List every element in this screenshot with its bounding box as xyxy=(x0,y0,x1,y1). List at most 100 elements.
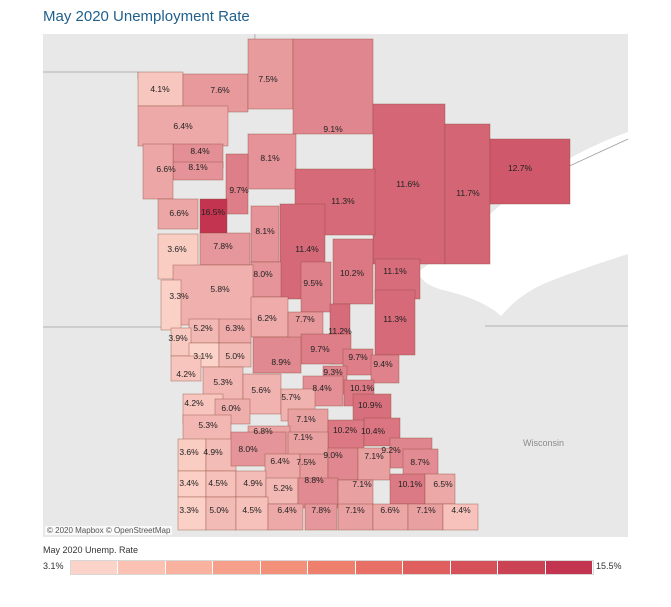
legend-step xyxy=(355,561,404,574)
county-rate-label: 6.6% xyxy=(156,164,176,174)
county-shape[interactable] xyxy=(137,105,229,147)
county-rate-label: 6.5% xyxy=(433,479,453,489)
county-rate-label: 6.0% xyxy=(221,403,241,413)
county-label-layer: 4.1% 7.6% 7.5% 6.4% 9.1% 8.4% 8.1% 6.6% 8.1% 9.7%… xyxy=(150,74,532,515)
county-shape[interactable] xyxy=(407,503,444,531)
county-rate-label: 11.2% xyxy=(328,326,352,336)
county-shape[interactable] xyxy=(182,414,232,442)
county-rate-label: 11.6% xyxy=(396,179,420,189)
county-rate-label: 6.6% xyxy=(380,505,400,515)
county-shape[interactable] xyxy=(170,355,202,382)
county-rate-label: 10.2% xyxy=(333,425,358,435)
county-rate-label: 5.3% xyxy=(198,420,218,430)
county-shape[interactable] xyxy=(250,205,280,263)
legend-step xyxy=(213,561,261,574)
county-rate-label: 4.4% xyxy=(451,505,471,515)
county-shape[interactable] xyxy=(250,296,289,338)
county-rate-label: 3.3% xyxy=(179,505,199,515)
county-shape[interactable] xyxy=(142,143,174,200)
county-rate-label: 7.7% xyxy=(295,314,315,324)
county-rate-label: 3.6% xyxy=(179,447,199,457)
county-shape[interactable] xyxy=(370,354,400,384)
county-shape[interactable] xyxy=(327,419,365,451)
county-shape[interactable] xyxy=(304,503,338,531)
county-rate-label: 10.2% xyxy=(340,268,365,278)
county-shape[interactable] xyxy=(372,103,446,265)
county-shape[interactable] xyxy=(444,123,491,265)
legend-step xyxy=(308,561,356,574)
county-shape[interactable] xyxy=(442,503,479,531)
county-rate-label: 5.7% xyxy=(281,392,301,402)
county-rate-label: 12.7% xyxy=(508,163,533,173)
county-shape[interactable] xyxy=(424,473,456,505)
county-shape[interactable] xyxy=(374,289,416,356)
county-rate-label: 8.1% xyxy=(255,226,275,236)
county-rate-label: 9.1% xyxy=(323,124,343,134)
county-rate-label: 4.5% xyxy=(208,478,228,488)
legend-step xyxy=(498,561,546,574)
county-shape[interactable] xyxy=(342,348,374,376)
county-shape[interactable] xyxy=(267,503,304,531)
county-shape[interactable] xyxy=(357,447,391,481)
county-shape[interactable] xyxy=(177,496,207,531)
county-rate-label: 6.4% xyxy=(277,505,297,515)
county-shape[interactable] xyxy=(489,138,571,205)
county-rate-label: 7.8% xyxy=(311,505,331,515)
county-rate-label: 9.2% xyxy=(381,445,401,455)
county-rate-label: 7.1% xyxy=(296,414,316,424)
county-rate-label: 7.1% xyxy=(345,505,365,515)
county-rate-label: 5.0% xyxy=(209,505,229,515)
legend-color-bar[interactable] xyxy=(70,560,594,575)
county-shape[interactable] xyxy=(235,470,267,498)
county-rate-label: 9.3% xyxy=(323,367,343,377)
county-rate-label: 4.2% xyxy=(184,398,204,408)
county-shape[interactable] xyxy=(252,336,302,374)
county-rate-label: 7.5% xyxy=(258,74,278,84)
county-rate-label: 7.1% xyxy=(352,479,372,489)
county-rate-label: 10.4% xyxy=(361,426,386,436)
county-rate-label: 8.1% xyxy=(260,153,280,163)
county-shape[interactable] xyxy=(160,279,182,331)
county-shape[interactable] xyxy=(332,238,374,305)
county-shape[interactable] xyxy=(225,153,249,215)
map-view[interactable]: 4.1% 7.6% 7.5% 6.4% 9.1% 8.4% 8.1% 6.6% 8.1% 9.7%… xyxy=(43,34,628,537)
county-shape[interactable] xyxy=(287,431,329,457)
county-rate-label: 6.4% xyxy=(173,121,193,131)
county-shape[interactable] xyxy=(250,261,282,298)
legend-step xyxy=(118,561,166,574)
county-shape[interactable] xyxy=(327,447,359,481)
county-rate-label: 5.2% xyxy=(193,323,213,333)
county-shape[interactable] xyxy=(235,496,269,531)
wisconsin-label: Wisconsin xyxy=(523,438,564,448)
county-shape[interactable] xyxy=(199,232,251,266)
county-rate-label: 8.9% xyxy=(271,357,291,367)
county-rate-label: 5.2% xyxy=(273,483,293,493)
map-attribution[interactable]: © 2020 Mapbox © OpenStreetMap xyxy=(45,526,173,535)
county-rate-label: 10.1% xyxy=(398,479,423,489)
county-rate-label: 9.7% xyxy=(310,344,330,354)
county-shape[interactable] xyxy=(292,38,374,135)
county-shape[interactable] xyxy=(172,264,254,326)
legend-step xyxy=(450,561,499,574)
county-shape[interactable] xyxy=(287,408,329,434)
county-rate-label: 9.0% xyxy=(323,450,343,460)
legend-max-label: 15.5% xyxy=(596,561,622,571)
county-rate-label: 11.1% xyxy=(383,266,407,276)
county-rate-label: 6.6% xyxy=(169,208,189,218)
county-rate-label: 6.3% xyxy=(225,323,245,333)
county-shape[interactable] xyxy=(199,198,228,234)
county-shape[interactable] xyxy=(177,438,207,472)
county-shape[interactable] xyxy=(205,496,237,531)
county-shape[interactable] xyxy=(188,318,220,344)
county-shape[interactable] xyxy=(218,342,252,368)
county-rate-label: 8.0% xyxy=(238,444,258,454)
county-rate-label: 3.3% xyxy=(169,291,189,301)
map-canvas[interactable]: 4.1% 7.6% 7.5% 6.4% 9.1% 8.4% 8.1% 6.6% 8.1% 9.7%… xyxy=(43,34,628,537)
county-shape[interactable] xyxy=(157,198,199,230)
county-rate-label: 4.2% xyxy=(176,369,196,379)
county-shape[interactable] xyxy=(297,477,339,509)
county-rate-label: 9.4% xyxy=(373,359,393,369)
legend-step xyxy=(71,561,119,574)
county-layer xyxy=(137,38,571,531)
county-shape[interactable] xyxy=(247,38,294,110)
